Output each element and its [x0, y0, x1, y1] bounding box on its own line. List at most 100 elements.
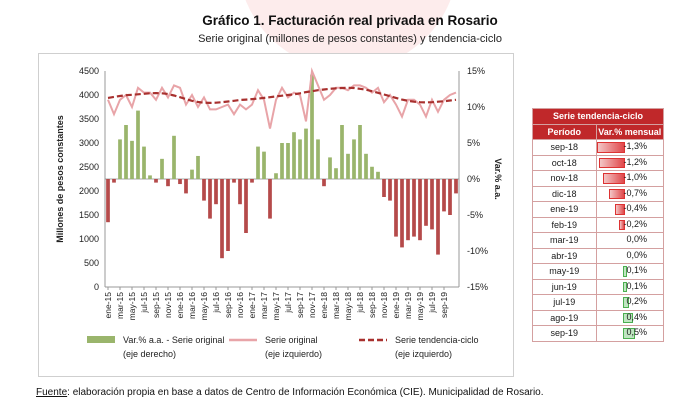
- combo-chart: 0 500 1000 1500 2000 2500 3000 3500 4000 4500 -15%…: [55, 66, 503, 359]
- var-bar: [623, 266, 628, 277]
- x-tick-label: sep-15: [151, 292, 161, 318]
- var-bar: [623, 312, 634, 323]
- x-tick-label: mar-15: [115, 292, 125, 319]
- bar-mark: [388, 179, 392, 201]
- period-cell: mar-19: [532, 232, 597, 249]
- var-value: 0,1%: [626, 280, 647, 291]
- var-bar: [623, 281, 628, 292]
- bar-mark: [220, 179, 224, 259]
- bar-mark: [178, 179, 182, 185]
- right-tick-label: -10%: [467, 246, 488, 256]
- legend-sublabel: (eje izquierdo): [265, 349, 322, 359]
- bar-mark: [316, 139, 320, 179]
- x-tick-label: ene-15: [103, 292, 113, 319]
- left-tick-label: 4000: [79, 90, 99, 100]
- period-cell: sep-19: [532, 325, 597, 342]
- right-tick-label: 5%: [467, 138, 480, 148]
- bar-mark: [112, 179, 116, 183]
- table-row: abr-19 0,0%: [532, 247, 665, 264]
- x-tick-label: sep-19: [439, 292, 449, 318]
- var-value: 0,0%: [626, 234, 647, 244]
- period-cell: dic-18: [532, 185, 597, 202]
- var-value: -0,7%: [623, 187, 647, 198]
- x-tick-label: mar-16: [187, 292, 197, 319]
- period-cell: nov-18: [532, 170, 597, 187]
- table-row: sep-18 -1,3%: [532, 139, 665, 156]
- x-tick-label: sep-16: [223, 292, 233, 318]
- bar-mark: [310, 74, 314, 179]
- bar-mark: [274, 173, 278, 179]
- period-cell: may-19: [532, 263, 597, 280]
- table-title: Serie tendencia-ciclo: [532, 108, 664, 125]
- bar-mark: [448, 179, 452, 215]
- var-bar: [623, 328, 636, 339]
- var-cell: 0,1%: [595, 278, 665, 295]
- bar-mark: [358, 125, 362, 179]
- var-bar: [619, 219, 626, 230]
- table-row: oct-18 -1,2%: [532, 154, 665, 171]
- bar-mark: [142, 146, 146, 179]
- var-cell: 0,1%: [595, 263, 665, 280]
- bar-mark: [208, 179, 212, 219]
- table-row: jun-19 0,1%: [532, 278, 665, 295]
- bar-mark: [184, 179, 188, 194]
- var-bar: [614, 204, 626, 215]
- left-tick-label: 2500: [79, 162, 99, 172]
- chart-subtitle: Serie original (millones de pesos consta…: [198, 33, 502, 45]
- bar-mark: [406, 179, 410, 241]
- table-row: nov-18 -1,0%: [532, 170, 665, 187]
- table-row: sep-19 0,5%: [532, 325, 665, 342]
- var-value: -1,3%: [623, 141, 647, 151]
- right-axis-label: Var.% a.a.: [493, 158, 503, 200]
- bar-mark: [370, 166, 374, 179]
- var-bar: [598, 157, 626, 168]
- x-tick-label: nov-18: [379, 292, 389, 318]
- bar-mark: [436, 179, 440, 255]
- x-tick-label: ene-18: [319, 292, 329, 319]
- var-value: -1,0%: [623, 172, 647, 182]
- left-tick-label: 2000: [79, 186, 99, 196]
- bar-mark: [244, 179, 248, 233]
- var-value: -1,2%: [623, 156, 647, 167]
- bar-mark: [376, 171, 380, 179]
- table-row: feb-19 -0,2%: [532, 216, 665, 233]
- var-cell: -1,2%: [595, 154, 665, 171]
- bar-mark: [340, 125, 344, 179]
- bar-mark: [172, 135, 176, 179]
- x-tick-label: mar-19: [403, 292, 413, 319]
- x-tick-label: jul-18: [355, 292, 365, 314]
- bar-mark: [106, 179, 110, 223]
- bar-mark: [238, 179, 242, 205]
- var-value: -0,2%: [623, 218, 647, 229]
- var-value: 0,0%: [626, 249, 647, 260]
- bar-mark: [226, 179, 230, 251]
- left-tick-label: 4500: [79, 66, 99, 76]
- bar-mark: [286, 143, 290, 179]
- var-cell: 0,4%: [595, 309, 665, 326]
- legend-label: Serie original: [265, 335, 318, 345]
- var-cell: 0,0%: [595, 232, 665, 249]
- var-value: 0,5%: [626, 327, 647, 337]
- right-tick-label: 10%: [467, 102, 485, 112]
- right-tick-label: 0%: [467, 174, 480, 184]
- bar-mark: [148, 175, 152, 179]
- bar-mark: [346, 153, 350, 179]
- x-tick-label: nov-15: [163, 292, 173, 318]
- x-tick-label: may-18: [343, 292, 353, 321]
- legend-swatch-bars: [87, 336, 115, 343]
- var-value: 0,1%: [626, 265, 647, 275]
- bar-mark: [130, 140, 134, 179]
- left-tick-label: 3500: [79, 114, 99, 124]
- bar-mark: [268, 179, 272, 219]
- var-cell: -1,3%: [595, 139, 665, 156]
- right-tick-label: -15%: [467, 282, 488, 292]
- period-cell: sep-18: [532, 139, 597, 156]
- tendencia-table: Serie tendencia-ciclo Período Var.% mens…: [532, 108, 665, 342]
- var-value: 0,4%: [626, 311, 647, 322]
- var-bar: [623, 297, 630, 308]
- right-tick-label: -5%: [467, 210, 483, 220]
- bar-mark: [196, 155, 200, 179]
- bar-mark: [190, 169, 194, 179]
- right-tick-label: 15%: [467, 66, 485, 76]
- legend-label: Var.% a.a. - Serie original: [123, 335, 224, 345]
